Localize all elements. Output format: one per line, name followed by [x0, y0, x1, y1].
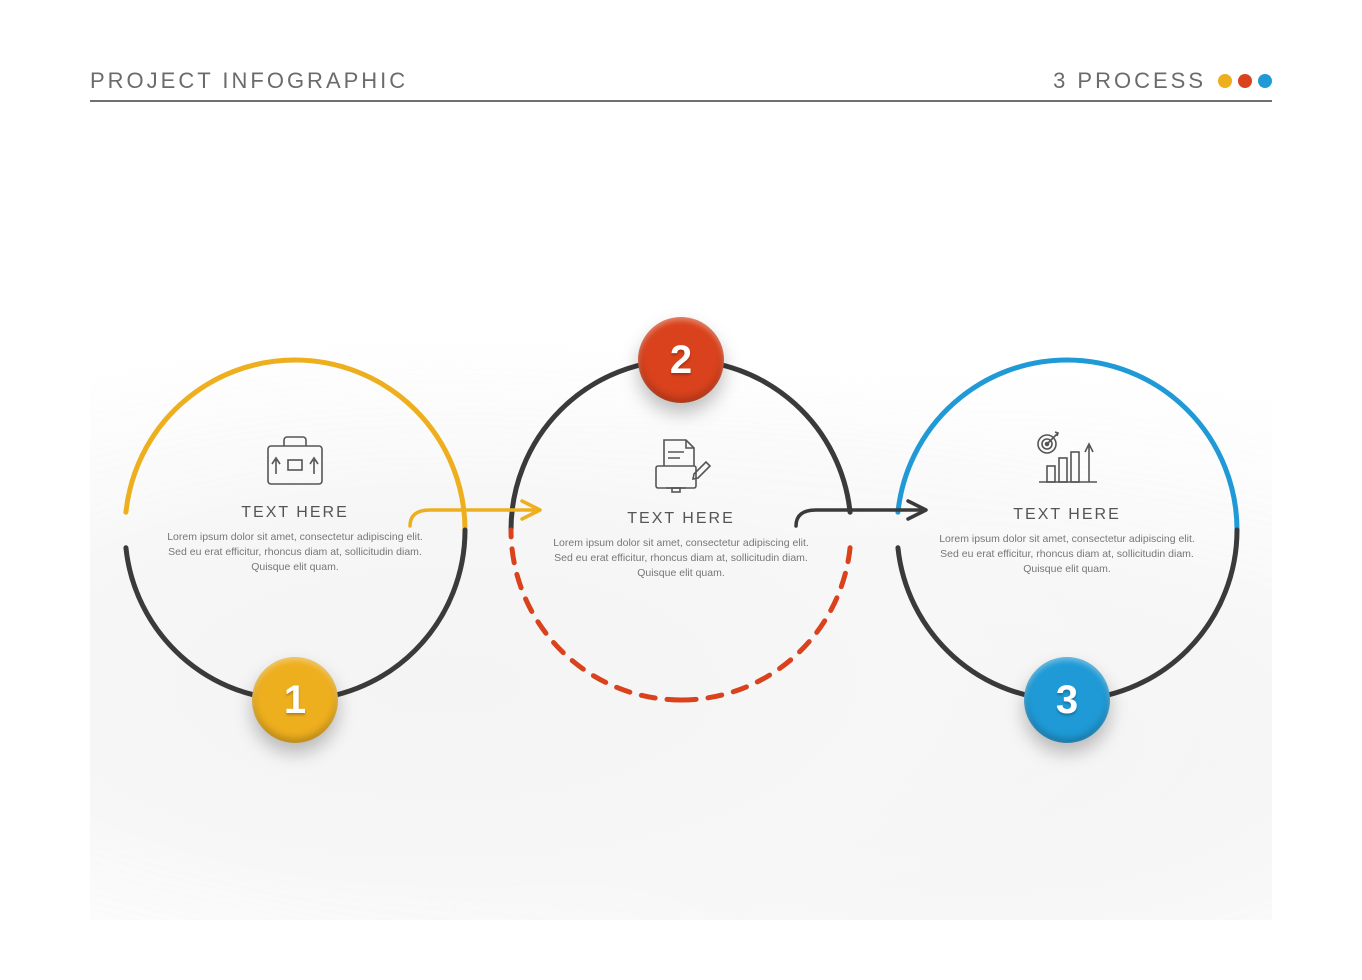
- header-title-right: 3 PROCESS: [1053, 68, 1206, 94]
- dot-3: [1258, 74, 1272, 88]
- step-3-content: TEXT HERE Lorem ipsum dolor sit amet, co…: [937, 430, 1197, 578]
- step-1-number: 1: [284, 678, 306, 723]
- step-1-body: Lorem ipsum dolor sit amet, consectetur …: [165, 530, 425, 576]
- briefcase-icon: [165, 430, 425, 490]
- header-right-group: 3 PROCESS: [1053, 68, 1272, 94]
- header-title-left: PROJECT INFOGRAPHIC: [90, 68, 408, 94]
- step-1-content: TEXT HERE Lorem ipsum dolor sit amet, co…: [165, 430, 425, 576]
- step-3-body: Lorem ipsum dolor sit amet, consectetur …: [937, 532, 1197, 578]
- dot-2: [1238, 74, 1252, 88]
- infographic-stage: TEXT HERE Lorem ipsum dolor sit amet, co…: [0, 280, 1362, 780]
- header-color-dots: [1218, 74, 1272, 88]
- step-3-title: TEXT HERE: [937, 506, 1197, 524]
- step-2-title: TEXT HERE: [551, 510, 811, 528]
- step-2-content: TEXT HERE Lorem ipsum dolor sit amet, co…: [551, 430, 811, 582]
- target-chart-icon: [937, 430, 1197, 492]
- document-edit-icon: [551, 430, 811, 496]
- step-2-body: Lorem ipsum dolor sit amet, consectetur …: [551, 536, 811, 582]
- header-bar: PROJECT INFOGRAPHIC 3 PROCESS: [90, 68, 1272, 102]
- step-1-number-badge: 1: [252, 657, 338, 743]
- step-2-number: 2: [670, 338, 692, 383]
- dot-1: [1218, 74, 1232, 88]
- step-1-title: TEXT HERE: [165, 504, 425, 522]
- step-3-number-badge: 3: [1024, 657, 1110, 743]
- step-2-number-badge: 2: [638, 317, 724, 403]
- step-3-number: 3: [1056, 678, 1078, 723]
